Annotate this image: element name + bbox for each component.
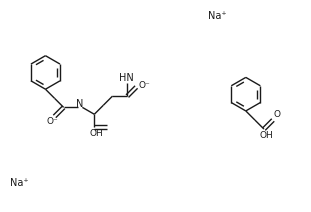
Text: OH: OH [259, 131, 273, 141]
Text: OH: OH [90, 128, 103, 138]
Text: O⁻: O⁻ [138, 81, 150, 90]
Text: O⁻: O⁻ [47, 117, 58, 126]
Text: Na⁺: Na⁺ [208, 11, 226, 21]
Text: Na⁺: Na⁺ [10, 178, 28, 188]
Text: N: N [76, 99, 83, 109]
Text: O: O [273, 110, 281, 119]
Text: HN: HN [119, 73, 134, 83]
